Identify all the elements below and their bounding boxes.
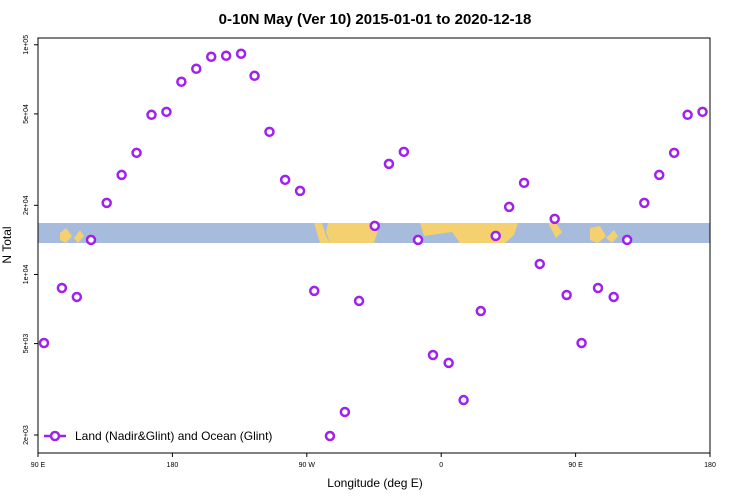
data-point bbox=[309, 285, 320, 297]
y-axis-label: N Total bbox=[0, 226, 14, 263]
y-tick-label: 1e+05 bbox=[23, 35, 30, 55]
data-point bbox=[324, 430, 336, 442]
x-tick-label: 180 bbox=[167, 462, 179, 469]
data-point bbox=[339, 406, 351, 418]
data-point bbox=[458, 394, 469, 406]
data-point bbox=[549, 213, 560, 225]
data-point bbox=[264, 126, 275, 138]
data-point bbox=[191, 63, 202, 74]
data-point bbox=[682, 109, 693, 121]
data-point bbox=[576, 337, 587, 349]
data-point bbox=[668, 147, 680, 159]
x-tick-label: 90 E bbox=[31, 462, 46, 469]
data-point bbox=[639, 197, 650, 209]
data-point bbox=[621, 234, 633, 246]
data-point bbox=[369, 220, 380, 232]
map-band bbox=[38, 223, 710, 243]
land-patch bbox=[326, 223, 378, 243]
data-point bbox=[38, 337, 50, 349]
data-point bbox=[101, 197, 112, 209]
data-point bbox=[176, 76, 187, 88]
data-point bbox=[608, 291, 619, 303]
data-point bbox=[412, 234, 424, 246]
x-axis-label: Longitude (deg E) bbox=[327, 476, 422, 490]
data-point bbox=[235, 48, 247, 59]
data-point bbox=[131, 147, 142, 159]
data-point bbox=[383, 158, 395, 170]
data-point bbox=[56, 282, 68, 294]
data-point bbox=[146, 109, 157, 121]
chart-title: 0-10N May (Ver 10) 2015-01-01 to 2020-12… bbox=[219, 11, 532, 28]
y-tick-label: 2e+03 bbox=[23, 425, 30, 445]
x-tick-label: 180 bbox=[704, 462, 716, 469]
y-tick-label: 5e+04 bbox=[23, 104, 30, 124]
legend-marker bbox=[49, 430, 61, 442]
data-point bbox=[116, 169, 127, 181]
data-point bbox=[534, 258, 546, 270]
data-point bbox=[697, 106, 708, 118]
data-point bbox=[561, 289, 572, 301]
data-point bbox=[443, 357, 454, 369]
legend-label: Land (Nadir&Glint) and Ocean (Glint) bbox=[75, 429, 272, 443]
y-tick-label: 5e+03 bbox=[23, 334, 30, 354]
data-point bbox=[490, 230, 501, 242]
data-point bbox=[249, 70, 260, 82]
data-point bbox=[653, 169, 665, 181]
legend: Land (Nadir&Glint) and Ocean (Glint) bbox=[44, 429, 272, 443]
land-patch bbox=[314, 223, 330, 243]
data-point bbox=[220, 50, 232, 61]
data-point bbox=[475, 305, 487, 317]
plot-frame bbox=[37, 37, 711, 454]
land-patch bbox=[60, 228, 84, 243]
x-tick-label: 90 W bbox=[299, 462, 316, 469]
data-point bbox=[205, 51, 217, 63]
data-point bbox=[71, 291, 83, 303]
x-tick-label: 0 bbox=[439, 462, 443, 469]
data-point bbox=[398, 146, 410, 158]
data-point bbox=[279, 174, 291, 186]
y-tick-label: 1e+04 bbox=[23, 265, 30, 285]
data-point bbox=[161, 106, 172, 118]
land-patch bbox=[548, 223, 618, 243]
data-point bbox=[353, 295, 365, 307]
data-point bbox=[294, 185, 306, 197]
data-point bbox=[85, 234, 97, 246]
x-tick-label: 90 E bbox=[568, 462, 583, 469]
data-point bbox=[518, 177, 530, 189]
data-point bbox=[503, 201, 515, 213]
y-tick-label: 2e+04 bbox=[23, 195, 30, 215]
data-point bbox=[427, 349, 439, 361]
data-point bbox=[592, 282, 604, 294]
